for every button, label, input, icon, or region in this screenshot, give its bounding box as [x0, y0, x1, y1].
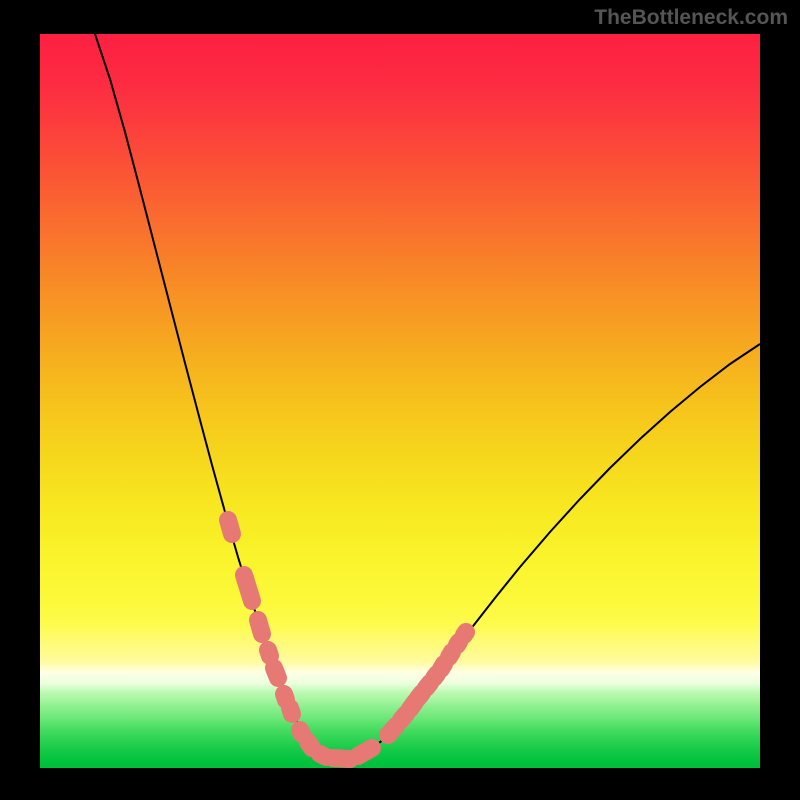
curve-marker	[441, 664, 444, 669]
curve-marker	[244, 575, 252, 601]
curve-marker	[457, 642, 459, 645]
curve-marker	[358, 748, 372, 756]
curve-marker	[308, 742, 312, 748]
curve-marker	[333, 758, 350, 759]
curve-marker	[464, 632, 466, 635]
chart-container: TheBottleneck.com	[0, 0, 800, 800]
curve-marker	[268, 650, 270, 656]
curve-marker	[290, 708, 292, 714]
curve-marker	[300, 730, 302, 734]
bottleneck-chart	[0, 0, 800, 800]
watermark-label: TheBottleneck.com	[594, 6, 788, 30]
curve-marker	[228, 520, 232, 534]
plot-background	[40, 34, 760, 768]
curve-marker	[284, 694, 286, 700]
curve-marker	[274, 668, 278, 678]
curve-marker	[449, 652, 452, 657]
curve-marker	[388, 726, 396, 735]
curve-marker	[258, 620, 262, 634]
